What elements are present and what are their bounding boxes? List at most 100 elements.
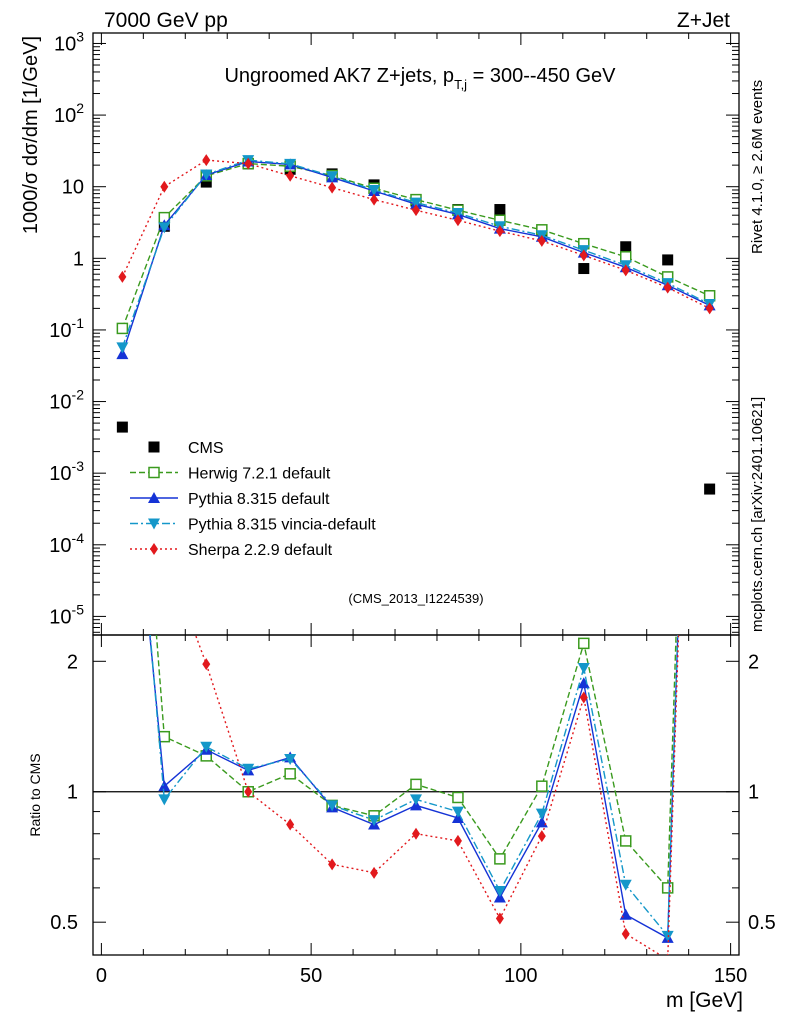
ratio-y-tick-label: 1 <box>67 782 78 804</box>
main-sherpa-2-2-9-default-point <box>286 169 295 182</box>
legend: CMS Herwig 7.2.1 default Pythia 8.315 defa… <box>130 440 376 559</box>
main-y-tick-label: 102 <box>54 100 84 127</box>
main-sherpa-2-2-9-default-point <box>412 204 420 217</box>
main-cms-point <box>704 483 716 495</box>
legend-herwig-7-2-1-default-label: Herwig 7.2.1 default <box>188 466 331 483</box>
legend-pythia-8-315-vincia-default-label: Pythia 8.315 vincia-default <box>188 517 376 534</box>
main-plot-title: Ungroomed AK7 Z+jets, pT,j = 300--450 Ge… <box>224 65 616 92</box>
main-cms-point <box>116 421 128 433</box>
ratio-pythia-8-315-vincia-default-point <box>410 794 422 806</box>
main-y-tick-label: 10-5 <box>49 601 84 628</box>
main-cms-point <box>578 263 590 275</box>
ratio-herwig-7-2-1-default-point <box>661 882 674 894</box>
ratio-pythia-8-315-vincia-default-point <box>368 815 381 827</box>
main-cms-point <box>200 176 212 188</box>
ratio-pythia-8-315-vincia-default-point <box>200 741 213 753</box>
main-herwig-7-2-1-default-line <box>121 162 710 329</box>
legend-sherpa-2-2-9-default-label: Sherpa 2.2.9 default <box>188 542 333 559</box>
legend-cms-label: CMS <box>188 440 224 457</box>
rivet-info: Rivet 4.1.0, ≥ 2.6M events <box>749 80 766 254</box>
main-sherpa-2-2-9-default-point <box>370 193 379 206</box>
main-y-tick-label: 10 <box>62 177 84 199</box>
main-sherpa-2-2-9-default-point <box>579 249 588 262</box>
main-sherpa-2-2-9-default-point <box>160 180 169 193</box>
main-pythia-8-315-vincia-default-point <box>116 342 129 354</box>
ratio-sherpa-2-2-9-default-point <box>328 858 337 871</box>
ratio-pythia-8-315-vincia-default-point <box>326 800 339 812</box>
legend-pythia-8-315-vincia-default-marker <box>148 518 160 530</box>
ratio-sherpa-2-2-9-default-point <box>244 785 253 798</box>
main-pythia-8-315-default-point <box>116 348 129 360</box>
main-sherpa-2-2-9-default-point <box>118 270 127 283</box>
ratio-pythia-8-315-vincia-default-point <box>661 930 674 942</box>
ratio-sherpa-2-2-9-default-point <box>412 827 420 840</box>
main-cms-point <box>620 241 632 253</box>
main-y-tick-label: 10-4 <box>49 530 84 557</box>
ratio-y-tick-label-right: 1 <box>748 782 759 804</box>
ratio-sherpa-2-2-9-default-point <box>537 830 546 843</box>
legend-sherpa-2-2-9-default-marker <box>150 543 158 555</box>
ratio-herwig-7-2-1-default-point <box>578 637 590 650</box>
ratio-pythia-8-315-vincia-default-point <box>116 306 128 317</box>
main-cms-point <box>662 254 674 266</box>
ratio-y-tick-label-right: 2 <box>748 651 759 673</box>
x-tick-label: 100 <box>504 965 537 987</box>
legend-pythia-8-315-default-marker <box>148 492 160 503</box>
ratio-pythia-8-315-vincia-default-point <box>619 879 632 891</box>
ratio-herwig-7-2-1-default-point <box>284 768 296 780</box>
main-y-tick-label: 1 <box>73 248 84 270</box>
x-axis-label: m [GeV] <box>666 989 743 1012</box>
ratio-sherpa-2-2-9-default-point <box>160 545 168 557</box>
main-sherpa-2-2-9-default-point <box>328 181 337 194</box>
main-sherpa-2-2-9-default-point <box>453 214 462 227</box>
main-pythia-8-315-vincia-default-point <box>410 197 422 209</box>
ratio-pythia-8-315-vincia-default-point <box>242 763 255 775</box>
main-pythia-8-315-vincia-default-point <box>326 171 339 183</box>
legend-pythia-8-315-default-label: Pythia 8.315 default <box>188 491 330 508</box>
ratio-herwig-7-2-1-default-point <box>117 189 127 199</box>
main-sherpa-2-2-9-default-point <box>202 154 211 167</box>
main-pythia-8-315-vincia-default-point <box>368 184 381 196</box>
main-sherpa-2-2-9-default-point <box>621 264 630 277</box>
header-energy: 7000 GeV pp <box>104 9 228 32</box>
main-herwig-7-2-1-default-point <box>116 322 129 335</box>
main-y-tick-label: 10-2 <box>49 387 84 414</box>
main-sherpa-2-2-9-default-point <box>495 225 504 238</box>
legend-cms-marker <box>148 441 160 453</box>
mcplots-info: mcplots.cern.ch [arXiv:2401.10621] <box>749 397 766 632</box>
ratio-pythia-8-315-vincia-default-point <box>451 806 464 818</box>
ratio-pythia-8-315-default-point <box>577 677 590 689</box>
ratio-pythia-8-315-default-point <box>619 908 632 920</box>
ratio-pythia-8-315-vincia-default-point <box>158 794 171 806</box>
analysis-watermark: (CMS_2013_I1224539) <box>348 591 483 606</box>
ratio-sherpa-2-2-9-default-point <box>370 866 379 879</box>
main-sherpa-2-2-9-default-point <box>537 234 546 247</box>
main-cms-point <box>494 204 506 216</box>
ratio-pythia-8-315-default-point <box>158 780 171 792</box>
main-pythia-8-315-vincia-default-point <box>284 158 297 170</box>
ratio-herwig-7-2-1-default-point <box>619 835 632 847</box>
main-y-axis-label: 1000/σ dσ/dm [1/GeV] <box>20 36 42 234</box>
ratio-panel-frame <box>92 634 740 956</box>
ratio-y-tick-label-right: 0.5 <box>748 912 776 934</box>
x-tick-label: 50 <box>300 965 322 987</box>
main-y-tick-label: 103 <box>54 28 84 55</box>
main-pythia-8-315-vincia-default-point <box>158 222 171 234</box>
ratio-y-axis-label: Ratio to CMS <box>27 753 43 836</box>
legend-herwig-7-2-1-default-marker <box>148 466 160 479</box>
header-process: Z+Jet <box>677 9 730 32</box>
ratio-herwig-7-2-1-default-point <box>158 730 171 743</box>
ratio-sherpa-2-2-9-default-point <box>495 912 504 925</box>
ratio-herwig-7-2-1-default-point <box>410 778 422 791</box>
main-pythia-8-315-vincia-default-point <box>200 169 213 181</box>
main-sherpa-2-2-9-default-point <box>663 281 672 294</box>
ratio-pythia-8-315-vincia-default-point <box>535 808 548 820</box>
main-y-tick-label: 10-1 <box>49 315 84 342</box>
ratio-y-tick-label: 0.5 <box>50 912 78 934</box>
main-sherpa-2-2-9-default-point <box>244 157 253 170</box>
ratio-sherpa-2-2-9-default-point <box>579 691 588 704</box>
ratio-pythia-8-315-vincia-default-point <box>493 886 506 898</box>
main-pythia-8-315-vincia-default-point <box>451 207 464 219</box>
ratio-sherpa-2-2-9-default-point <box>202 658 211 671</box>
